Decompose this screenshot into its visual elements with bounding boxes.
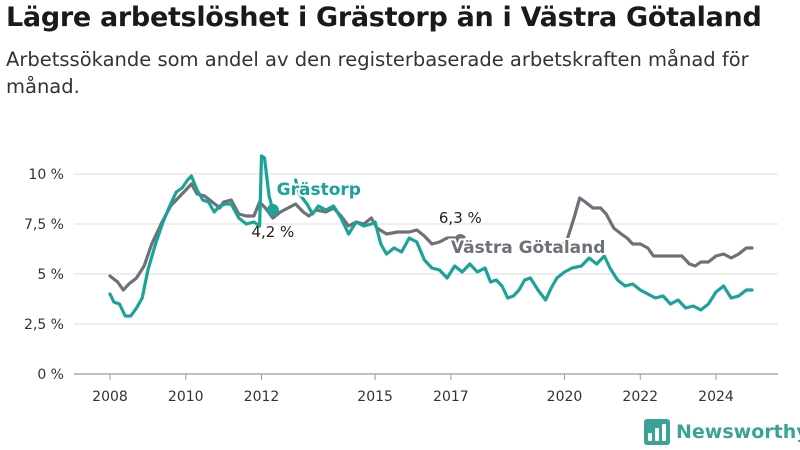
series-name-label: Västra Götaland [451,238,606,258]
x-tick-label: 2010 [168,389,204,405]
brand-name: Newsworthy [676,421,800,443]
end-value-label: 6,3 % [439,209,482,227]
chart-title: Lägre arbetslöshet i Grästorp än i Västr… [6,2,762,33]
series-line-grästorp [108,154,275,318]
x-axis: 2008 2010 2012 2015 2017 2020 2022 2024 [92,374,734,405]
y-tick-label: 0 % [37,367,64,383]
series-name-label: Grästorp [277,180,361,200]
brand-logo: Newsworthy [644,418,800,446]
series-line-grästorp [294,178,754,312]
y-tick-label: 10 % [28,167,64,183]
y-gridlines [74,173,778,375]
x-tick-label: 2024 [698,389,734,405]
end-marker-dot [266,204,279,216]
series-labels: Grästorp Västra Götaland [275,178,608,260]
series-lines [108,154,754,318]
x-tick-label: 2020 [547,389,583,405]
y-tick-label: 2,5 % [24,317,64,333]
end-marker-dot [454,234,467,246]
end-value-label: 4,2 % [251,223,294,241]
chart-subtitle: Arbetssökande som andel av den registerb… [6,48,749,98]
x-tick-label: 2008 [92,389,128,405]
end-markers: 6,3 % 4,2 % [251,204,482,246]
x-tick-label: 2012 [244,389,280,405]
bar-chart-icon [644,419,670,445]
series-line-västra-götaland [557,196,754,268]
x-tick-label: 2015 [357,389,393,405]
y-axis: 0 % 2,5 % 5 % 7,5 % 10 % [24,167,64,383]
y-tick-label: 5 % [37,267,64,283]
y-tick-label: 7,5 % [24,217,64,233]
x-tick-label: 2022 [622,389,658,405]
x-tick-label: 2017 [433,389,469,405]
